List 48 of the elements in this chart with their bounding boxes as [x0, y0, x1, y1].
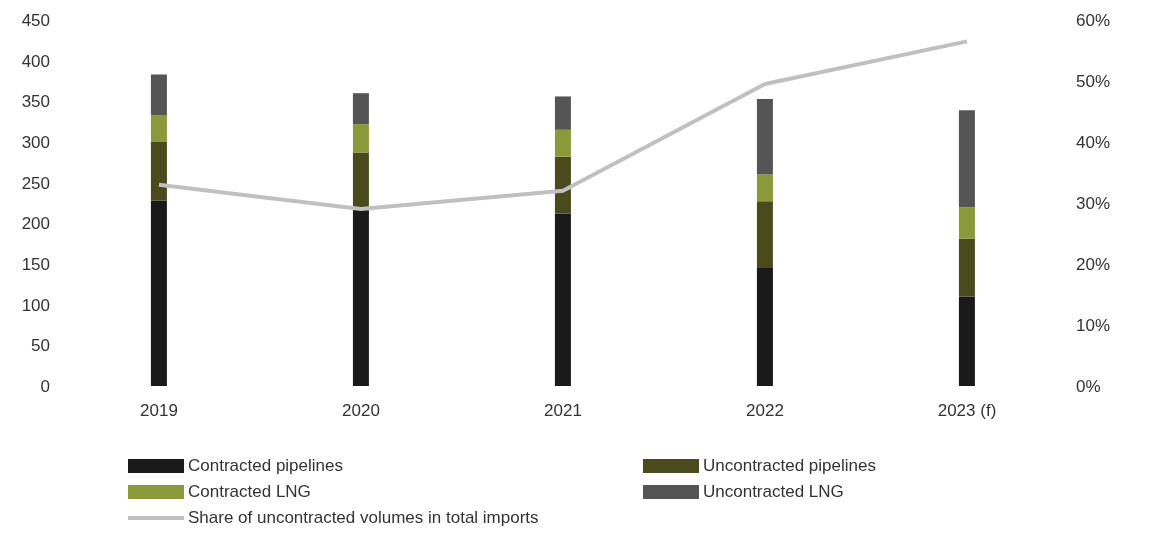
bar: [352, 93, 369, 125]
bar: [554, 96, 571, 130]
bar: [756, 98, 773, 175]
y-tick-label: 350: [21, 92, 50, 112]
bar: [958, 238, 975, 297]
bar: [756, 268, 773, 386]
bar: [150, 74, 167, 116]
y-tick-label: 250: [21, 173, 50, 193]
y-tick-label: 50: [31, 336, 50, 356]
bar: [756, 174, 773, 202]
y2-tick-label: 20%: [1076, 255, 1111, 275]
bar: [150, 115, 167, 142]
y2-tick-label: 10%: [1076, 316, 1111, 336]
bar: [756, 201, 773, 269]
y-tick-label: 100: [21, 295, 50, 315]
legend-label: Uncontracted pipelines: [703, 456, 876, 476]
y2-tick-label: 30%: [1076, 194, 1111, 214]
bar: [352, 124, 369, 153]
y-tick-label: 450: [21, 11, 50, 31]
bar: [958, 207, 975, 239]
y-tick-label: 400: [21, 51, 50, 71]
y2-tick-label: 50%: [1076, 72, 1111, 92]
legend-label: Contracted LNG: [188, 482, 311, 502]
bar: [150, 142, 167, 201]
bar: [958, 110, 975, 208]
x-tick-label: 2021: [544, 401, 582, 421]
bar: [352, 152, 369, 208]
x-tick-label: 2023 (f): [937, 401, 997, 421]
y-tick-label: 200: [21, 214, 50, 234]
y-tick-label: 300: [21, 133, 50, 153]
legend-label: Uncontracted LNG: [703, 482, 844, 502]
bar: [554, 213, 571, 386]
legend-label: Contracted pipelines: [188, 456, 343, 476]
bar: [150, 200, 167, 386]
legend-label: Share of uncontracted volumes in total imports: [188, 508, 539, 528]
x-tick-label: 2022: [746, 401, 784, 421]
bar: [958, 296, 975, 386]
y2-tick-label: 40%: [1076, 133, 1111, 153]
y2-tick-label: 60%: [1076, 11, 1111, 31]
bar: [554, 156, 571, 214]
x-tick-label: 2019: [140, 401, 178, 421]
y-tick-label: 0: [40, 377, 50, 397]
x-tick-label: 2020: [342, 401, 380, 421]
bar: [352, 207, 369, 386]
bar: [554, 129, 571, 157]
y2-tick-label: 0%: [1076, 377, 1101, 397]
line-series: [157, 39, 969, 212]
y-tick-label: 150: [21, 255, 50, 275]
